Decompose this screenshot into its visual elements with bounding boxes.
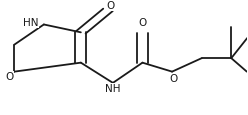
Text: O: O (138, 18, 147, 27)
Text: HN: HN (23, 18, 39, 28)
Text: O: O (169, 74, 178, 84)
Text: O: O (106, 1, 115, 11)
Text: O: O (6, 72, 14, 81)
Text: NH: NH (105, 84, 121, 94)
